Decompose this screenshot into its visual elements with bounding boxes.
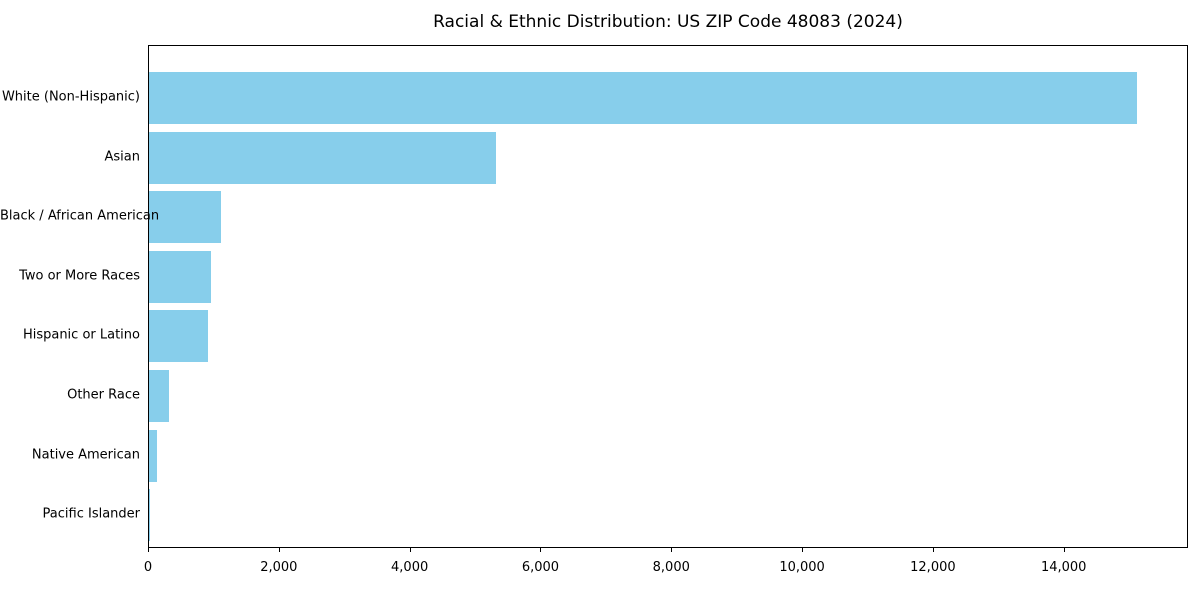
x-tick-mark	[278, 548, 280, 552]
y-tick-label: Native American	[31, 447, 140, 463]
bar-7	[149, 489, 150, 542]
y-tick-label: Other Race	[67, 387, 140, 403]
x-tick-label: 10,000	[779, 560, 825, 575]
x-tick-label: 0	[143, 560, 153, 575]
x-tick-label: 6,000	[521, 560, 560, 575]
bar-4	[149, 310, 208, 363]
y-tick-label: White (Non-Hispanic)	[1, 89, 140, 105]
x-tick-label: 8,000	[652, 560, 690, 575]
bar-3	[149, 250, 212, 303]
x-tick-mark	[409, 548, 411, 552]
bar-5	[149, 370, 170, 422]
y-tick-label: Black / African American	[0, 208, 160, 224]
x-tick-mark	[802, 548, 804, 552]
bar-1	[149, 131, 496, 184]
x-tick-mark	[1063, 548, 1065, 552]
plot-area	[148, 45, 1188, 548]
x-tick-label: 12,000	[910, 560, 956, 575]
bar-2	[149, 191, 221, 244]
y-tick-label: Two or More Races	[19, 268, 140, 284]
x-tick-mark	[148, 548, 149, 552]
bar-6	[149, 429, 157, 482]
y-tick-label: Pacific Islander	[42, 506, 140, 522]
bar-0	[149, 72, 1137, 124]
chart-title: Racial & Ethnic Distribution: US ZIP Cod…	[433, 12, 903, 32]
x-tick-label: 2,000	[260, 560, 298, 575]
x-tick-mark	[540, 548, 542, 552]
x-tick-label: 4,000	[391, 560, 429, 575]
y-tick-label: Asian	[104, 149, 140, 165]
x-tick-label: 14,000	[1040, 560, 1087, 575]
x-tick-mark	[671, 548, 673, 552]
x-tick-mark	[932, 548, 934, 552]
y-tick-label: Hispanic or Latino	[22, 327, 140, 343]
